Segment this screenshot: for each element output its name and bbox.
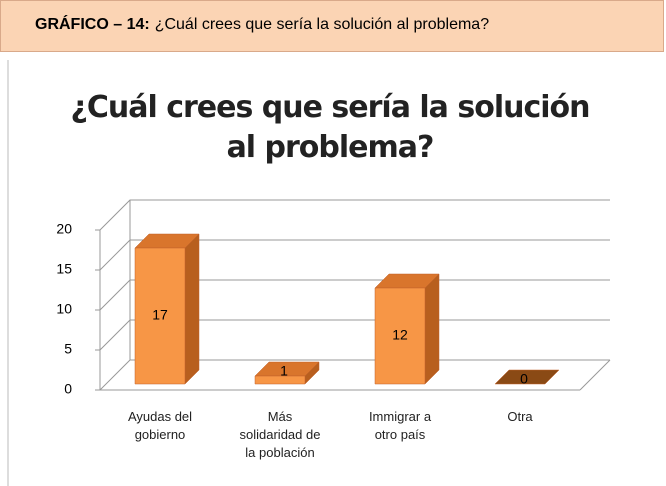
- grid-line: [99, 359, 610, 391]
- x-tick-label: Ayudas del gobierno: [127, 409, 193, 442]
- y-tick-label: 5: [64, 341, 72, 357]
- value-label: 17: [152, 307, 168, 323]
- bar-side: [184, 233, 200, 385]
- grid-line: [99, 319, 610, 351]
- value-label: 12: [392, 327, 408, 343]
- y-tick-label: 15: [56, 261, 72, 277]
- header-text: ¿Cuál crees que sería la solución al pro…: [154, 16, 490, 33]
- y-tick-label: 0: [64, 381, 72, 397]
- floor-line: [579, 359, 611, 391]
- y-tick-label: 10: [56, 301, 72, 317]
- grid-line: [99, 279, 610, 311]
- bar-front: [374, 287, 426, 385]
- value-label: 0: [520, 371, 528, 387]
- y-tick-label: 20: [56, 221, 72, 237]
- x-tick-label: Immigrar a otro país: [368, 409, 432, 442]
- x-tick-label: Otra: [507, 409, 533, 424]
- bar: [374, 273, 440, 385]
- header: GRÁFICO – 14: ¿Cuál crees que sería la so…: [0, 0, 664, 52]
- bar-top: [494, 369, 560, 385]
- bar: [134, 233, 200, 385]
- value-label: 1: [280, 363, 288, 379]
- bar-side: [424, 273, 440, 385]
- chart-title: ¿Cuál crees que sería la solución al pro…: [70, 90, 590, 165]
- bar: [494, 369, 560, 385]
- bar-front: [134, 247, 186, 385]
- grid-line: [99, 239, 610, 271]
- x-tick-label: Más solidaridad de la población: [239, 409, 321, 460]
- bar-front: [254, 375, 306, 385]
- grid-line: [99, 199, 610, 231]
- bar: [254, 361, 320, 385]
- header-label: GRÁFICO – 14:: [35, 16, 150, 33]
